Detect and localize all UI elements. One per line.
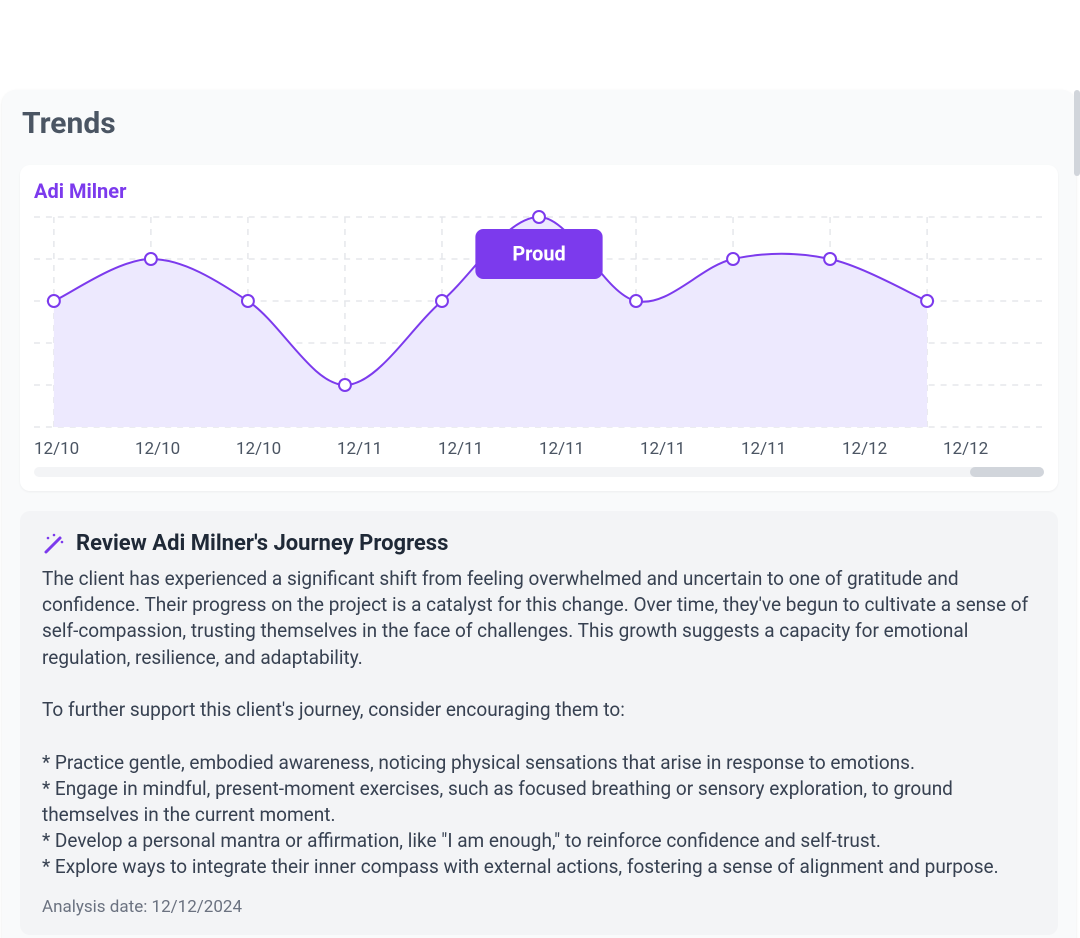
review-card: Review Adi Milner's Journey Progress The… [20, 511, 1058, 935]
chart-x-label: 12/11 [438, 439, 539, 459]
chart-scroll-thumb[interactable] [970, 467, 1044, 477]
chart-scrollbar[interactable] [34, 467, 1044, 477]
chart-x-label: 12/11 [741, 439, 842, 459]
wand-icon [42, 532, 66, 556]
review-title: Review Adi Milner's Journey Progress [76, 531, 448, 556]
chart-x-labels: 12/1012/1012/1012/1112/1112/1112/1112/11… [20, 439, 1058, 459]
mood-chart-svg: Proud [34, 207, 1044, 437]
review-header: Review Adi Milner's Journey Progress [42, 531, 1036, 556]
chart-x-label: 12/11 [539, 439, 640, 459]
chart-x-label: 12/11 [337, 439, 438, 459]
review-body: The client has experienced a significant… [42, 566, 1036, 881]
trends-panel: Trends Adi Milner Proud 12/1012/1012/101… [2, 90, 1076, 938]
page-root: Trends Adi Milner Proud 12/1012/1012/101… [0, 0, 1080, 938]
client-name[interactable]: Adi Milner [20, 179, 1058, 203]
chart-x-label: 12/10 [236, 439, 337, 459]
chart-x-label: 12/11 [640, 439, 741, 459]
chart-x-label: 12/12 [842, 439, 943, 459]
svg-text:Proud: Proud [512, 242, 565, 265]
chart-card: Adi Milner Proud 12/1012/1012/1012/1112/… [20, 165, 1058, 491]
analysis-date: Analysis date: 12/12/2024 [42, 897, 1036, 917]
chart-x-label: 12/12 [943, 439, 1044, 459]
chart-x-label: 12/10 [34, 439, 135, 459]
page-title: Trends [22, 106, 1058, 141]
chart-x-label: 12/10 [135, 439, 236, 459]
mood-chart: Proud [20, 207, 1058, 437]
page-scrollbar-thumb[interactable] [1074, 90, 1080, 176]
